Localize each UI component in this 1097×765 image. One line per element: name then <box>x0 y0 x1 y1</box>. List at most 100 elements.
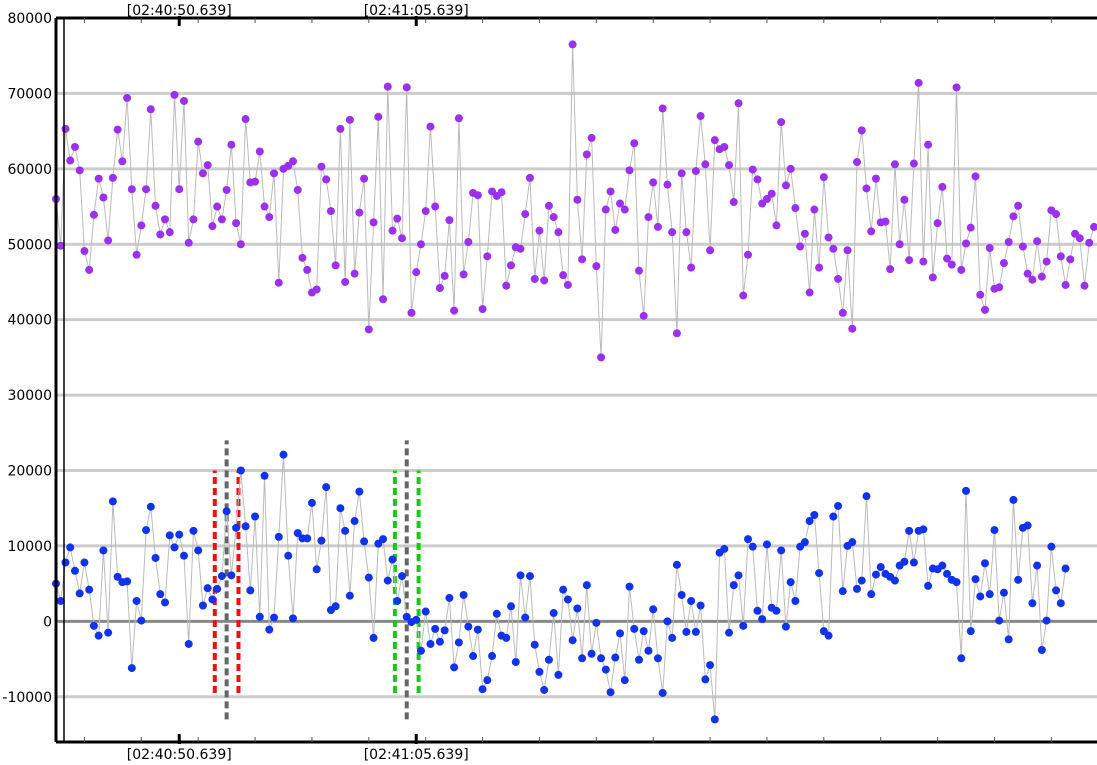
data-point <box>582 581 591 590</box>
data-point <box>843 246 852 255</box>
data-point <box>478 685 487 694</box>
data-point <box>104 628 113 637</box>
data-point <box>1023 269 1032 278</box>
data-point <box>1056 252 1065 261</box>
data-point <box>260 202 269 211</box>
data-point <box>530 274 539 283</box>
data-point <box>161 598 170 607</box>
data-point <box>127 664 136 673</box>
data-point <box>905 256 914 265</box>
data-point <box>791 204 800 213</box>
data-point <box>606 688 615 697</box>
data-point <box>208 595 217 604</box>
y-axis-ticks: 80000 70000 60000 50000 40000 30000 20000 10000… <box>2 11 52 706</box>
data-point <box>236 466 245 475</box>
data-point <box>142 526 151 535</box>
data-point <box>161 215 170 224</box>
data-point <box>663 180 672 189</box>
data-point <box>592 618 601 627</box>
data-point <box>734 571 743 580</box>
data-point <box>933 219 942 228</box>
data-point <box>1052 210 1061 219</box>
data-point <box>255 147 264 156</box>
time-axis-ticks: [02:40:50.639] [02:40:50.639] [02:41:05.63… <box>127 3 469 763</box>
data-point <box>364 325 373 334</box>
data-point <box>203 584 212 593</box>
data-point <box>336 124 345 133</box>
data-point <box>834 501 843 510</box>
data-point <box>549 213 558 222</box>
data-point <box>672 329 681 338</box>
data-point <box>597 654 606 663</box>
data-point <box>203 161 212 170</box>
data-point <box>829 512 838 521</box>
data-point <box>66 156 75 165</box>
data-point <box>75 166 84 175</box>
data-point <box>999 588 1008 597</box>
data-point <box>1090 222 1097 231</box>
data-point <box>398 572 406 581</box>
data-point <box>1033 561 1042 570</box>
data-point <box>274 532 283 541</box>
data-point <box>928 273 937 282</box>
data-point <box>85 585 94 594</box>
data-point <box>1066 255 1075 264</box>
data-point <box>597 353 606 362</box>
data-point <box>824 631 833 640</box>
data-point <box>805 517 814 526</box>
data-point <box>189 526 198 535</box>
data-point <box>687 263 696 272</box>
data-point <box>232 219 241 228</box>
data-point <box>156 230 165 239</box>
data-point <box>236 240 245 249</box>
data-point <box>360 174 369 183</box>
data-point <box>668 633 677 642</box>
data-point <box>677 590 686 599</box>
data-point <box>222 507 231 516</box>
data-point <box>829 244 838 253</box>
data-point <box>706 246 715 255</box>
data-point <box>1004 237 1013 246</box>
data-point <box>890 160 899 169</box>
data-point <box>123 577 132 586</box>
series-1 <box>52 40 1097 362</box>
data-point <box>454 638 463 647</box>
data-point <box>179 96 188 105</box>
data-point <box>696 601 705 610</box>
data-point <box>213 584 222 593</box>
data-point <box>682 627 691 636</box>
data-point <box>307 498 316 507</box>
data-point <box>440 626 449 635</box>
y-tick-label: 60000 <box>7 162 52 178</box>
data-point <box>587 649 596 658</box>
data-point <box>507 261 516 270</box>
data-point <box>634 266 643 275</box>
data-point <box>184 238 193 247</box>
data-point <box>592 262 601 271</box>
data-point <box>535 226 544 235</box>
data-point <box>815 569 824 578</box>
data-point <box>781 622 790 631</box>
data-point <box>559 585 568 594</box>
data-point <box>146 105 155 114</box>
data-point <box>379 535 388 544</box>
data-point <box>630 624 639 633</box>
data-point <box>175 530 184 539</box>
data-point <box>492 609 501 618</box>
data-point <box>544 201 553 210</box>
data-point <box>810 510 819 519</box>
data-point <box>80 558 89 567</box>
data-point <box>322 483 331 492</box>
data-point <box>89 621 98 630</box>
data-point <box>796 242 805 251</box>
data-point <box>170 90 179 99</box>
data-point <box>89 210 98 219</box>
data-point <box>634 655 643 664</box>
data-point <box>127 185 136 194</box>
data-point <box>943 569 952 578</box>
data-point <box>1014 575 1023 584</box>
data-point <box>179 551 188 560</box>
data-point <box>483 252 492 261</box>
data-point <box>554 670 563 679</box>
